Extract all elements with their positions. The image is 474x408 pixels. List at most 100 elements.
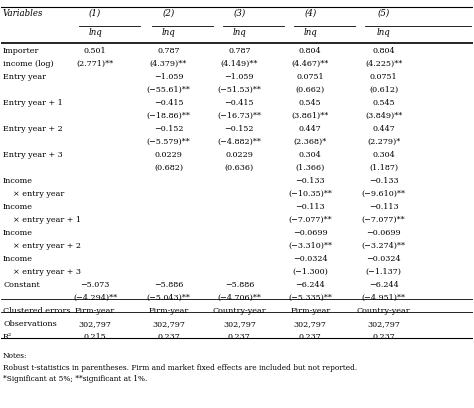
Text: (0.682): (0.682) — [154, 164, 183, 172]
Text: 0.304: 0.304 — [372, 151, 395, 159]
Text: 0.545: 0.545 — [299, 99, 321, 106]
Text: −5.886: −5.886 — [154, 281, 183, 289]
Text: Firm-year: Firm-year — [75, 307, 115, 315]
Text: (4): (4) — [304, 9, 316, 18]
Text: Importer: Importer — [3, 47, 39, 55]
Text: (−7.077)**: (−7.077)** — [289, 216, 332, 224]
Text: (4.467)**: (4.467)** — [292, 60, 329, 68]
Text: Entry year + 2: Entry year + 2 — [3, 125, 63, 133]
Text: 302,797: 302,797 — [152, 320, 185, 328]
Text: Constant: Constant — [3, 281, 40, 289]
Text: 0.447: 0.447 — [299, 125, 322, 133]
Text: (1.187): (1.187) — [369, 164, 398, 172]
Text: (3): (3) — [233, 9, 246, 18]
Text: (−5.335)**: (−5.335)** — [288, 294, 332, 302]
Text: × entry year + 2: × entry year + 2 — [13, 242, 82, 250]
Text: (−1.300): (−1.300) — [292, 268, 328, 276]
Text: Entry year: Entry year — [3, 73, 46, 81]
Text: lnq: lnq — [232, 28, 246, 37]
Text: (−1.137): (−1.137) — [365, 268, 401, 276]
Text: 0.0751: 0.0751 — [370, 73, 397, 81]
Text: −6.244: −6.244 — [295, 281, 325, 289]
Text: (−3.274)**: (−3.274)** — [362, 242, 406, 250]
Text: −0.113: −0.113 — [369, 203, 398, 211]
Text: 0.447: 0.447 — [372, 125, 395, 133]
Text: Observations: Observations — [3, 320, 57, 328]
Text: (−55.61)**: (−55.61)** — [146, 86, 191, 94]
Text: −0.113: −0.113 — [295, 203, 325, 211]
Text: Notes:: Notes: — [3, 352, 27, 360]
Text: (1.366): (1.366) — [296, 164, 325, 172]
Text: 0.0229: 0.0229 — [226, 151, 253, 159]
Text: 0.0229: 0.0229 — [155, 151, 182, 159]
Text: (2.368)*: (2.368)* — [293, 138, 327, 146]
Text: −0.152: −0.152 — [225, 125, 254, 133]
Text: 302,797: 302,797 — [294, 320, 327, 328]
Text: (−10.35)**: (−10.35)** — [288, 190, 332, 198]
Text: (3.849)**: (3.849)** — [365, 112, 402, 120]
Text: 0.304: 0.304 — [299, 151, 322, 159]
Text: −0.133: −0.133 — [295, 177, 325, 185]
Text: (−5.043)**: (−5.043)** — [146, 294, 191, 302]
Text: Income: Income — [3, 229, 33, 237]
Text: (3.861)**: (3.861)** — [292, 112, 329, 120]
Text: × entry year: × entry year — [13, 190, 65, 198]
Text: Entry year + 3: Entry year + 3 — [3, 151, 63, 159]
Text: Income: Income — [3, 203, 33, 211]
Text: Clustered errors: Clustered errors — [3, 307, 71, 315]
Text: −0.0699: −0.0699 — [293, 229, 328, 237]
Text: R²: R² — [3, 333, 12, 341]
Text: −6.244: −6.244 — [369, 281, 398, 289]
Text: Firm-year: Firm-year — [148, 307, 189, 315]
Text: −0.133: −0.133 — [369, 177, 398, 185]
Text: lnq: lnq — [162, 28, 175, 37]
Text: Firm-year: Firm-year — [290, 307, 330, 315]
Text: 0.0751: 0.0751 — [296, 73, 324, 81]
Text: 0.787: 0.787 — [157, 47, 180, 55]
Text: 0.237: 0.237 — [228, 333, 251, 341]
Text: (2): (2) — [163, 9, 174, 18]
Text: 302,797: 302,797 — [223, 320, 256, 328]
Text: −0.415: −0.415 — [225, 99, 254, 106]
Text: 0.787: 0.787 — [228, 47, 251, 55]
Text: lnq: lnq — [88, 28, 102, 37]
Text: −1.059: −1.059 — [225, 73, 254, 81]
Text: 0.804: 0.804 — [372, 47, 395, 55]
Text: 0.545: 0.545 — [372, 99, 395, 106]
Text: −1.059: −1.059 — [154, 73, 183, 81]
Text: × entry year + 3: × entry year + 3 — [13, 268, 82, 276]
Text: Entry year + 1: Entry year + 1 — [3, 99, 63, 106]
Text: *Significant at 5%; **significant at 1%.: *Significant at 5%; **significant at 1%. — [3, 375, 147, 383]
Text: (−7.077)**: (−7.077)** — [362, 216, 405, 224]
Text: (−5.579)**: (−5.579)** — [146, 138, 191, 146]
Text: (−4.294)**: (−4.294)** — [73, 294, 117, 302]
Text: (4.379)**: (4.379)** — [150, 60, 187, 68]
Text: 302,797: 302,797 — [79, 320, 112, 328]
Text: (5): (5) — [377, 9, 390, 18]
Text: lnq: lnq — [303, 28, 317, 37]
Text: (−3.310)**: (−3.310)** — [288, 242, 332, 250]
Text: (0.612): (0.612) — [369, 86, 398, 94]
Text: (2.279)*: (2.279)* — [367, 138, 400, 146]
Text: (2.771)**: (2.771)** — [77, 60, 114, 68]
Text: (0.636): (0.636) — [225, 164, 254, 172]
Text: −0.0699: −0.0699 — [366, 229, 401, 237]
Text: (4.225)**: (4.225)** — [365, 60, 402, 68]
Text: (4.149)**: (4.149)** — [221, 60, 258, 68]
Text: 0.501: 0.501 — [84, 47, 107, 55]
Text: Country-year: Country-year — [357, 307, 410, 315]
Text: Income: Income — [3, 255, 33, 263]
Text: Variables: Variables — [3, 9, 44, 18]
Text: Country-year: Country-year — [212, 307, 266, 315]
Text: (−16.73)**: (−16.73)** — [218, 112, 261, 120]
Text: Robust t-statistics in parentheses. Firm and market fixed effects are included b: Robust t-statistics in parentheses. Firm… — [3, 364, 357, 372]
Text: 0.237: 0.237 — [372, 333, 395, 341]
Text: (−4.706)**: (−4.706)** — [218, 294, 261, 302]
Text: lnq: lnq — [377, 28, 391, 37]
Text: × entry year + 1: × entry year + 1 — [13, 216, 82, 224]
Text: −0.0324: −0.0324 — [293, 255, 328, 263]
Text: 0.237: 0.237 — [299, 333, 322, 341]
Text: 302,797: 302,797 — [367, 320, 400, 328]
Text: 0.804: 0.804 — [299, 47, 321, 55]
Text: (−51.53)**: (−51.53)** — [218, 86, 261, 94]
